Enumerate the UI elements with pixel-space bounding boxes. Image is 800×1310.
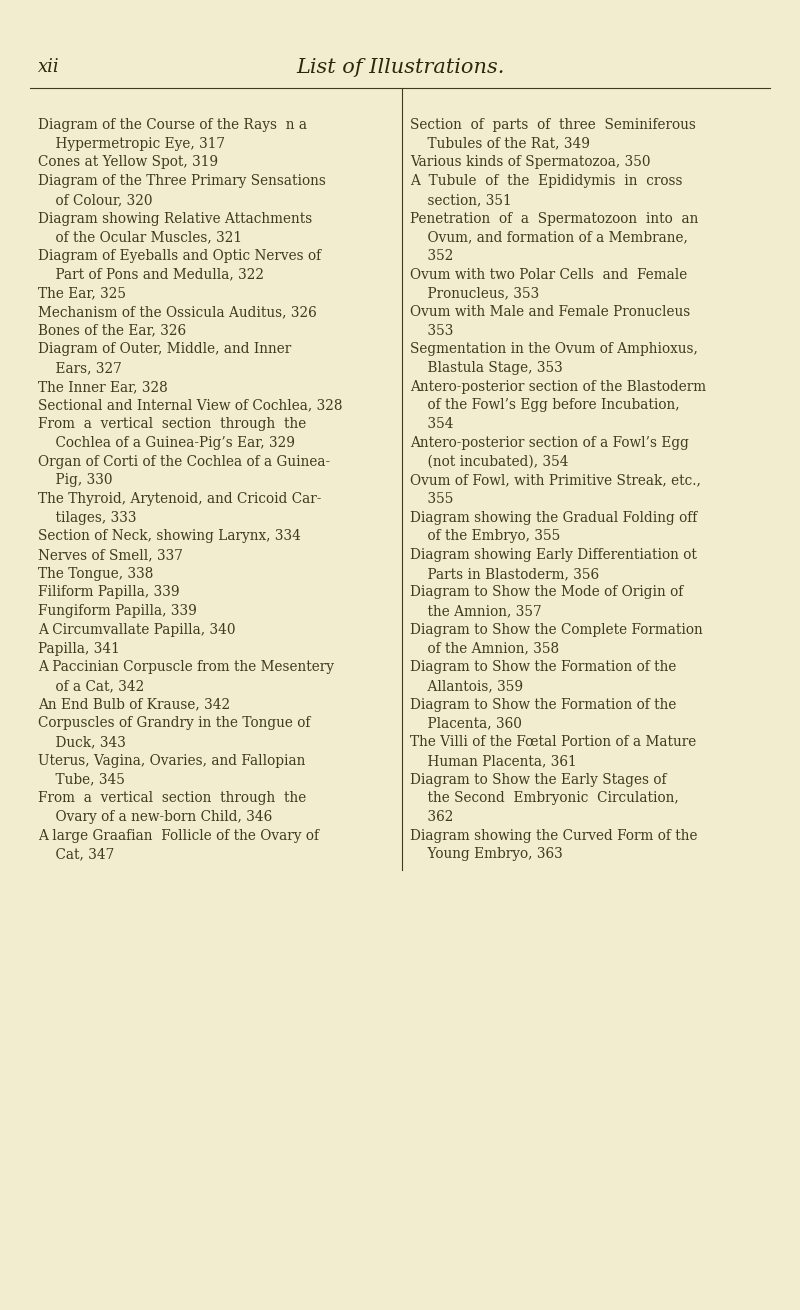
Text: Diagram to Show the Formation of the: Diagram to Show the Formation of the: [410, 698, 676, 711]
Text: Young Embryo, 363: Young Embryo, 363: [410, 848, 562, 861]
Text: Placenta, 360: Placenta, 360: [410, 717, 522, 731]
Text: Diagram to Show the Formation of the: Diagram to Show the Formation of the: [410, 660, 676, 675]
Text: Diagram of the Course of the Rays  n a: Diagram of the Course of the Rays n a: [38, 118, 307, 132]
Text: of the Fowl’s Egg before Incubation,: of the Fowl’s Egg before Incubation,: [410, 398, 680, 413]
Text: of the Embryo, 355: of the Embryo, 355: [410, 529, 560, 544]
Text: Diagram showing Relative Attachments: Diagram showing Relative Attachments: [38, 211, 312, 225]
Text: (not incubated), 354: (not incubated), 354: [410, 455, 569, 469]
Text: Diagram showing the Curved Form of the: Diagram showing the Curved Form of the: [410, 829, 698, 842]
Text: Human Placenta, 361: Human Placenta, 361: [410, 753, 577, 768]
Text: A  Tubule  of  the  Epididymis  in  cross: A Tubule of the Epididymis in cross: [410, 174, 682, 189]
Text: Duck, 343: Duck, 343: [38, 735, 126, 749]
Text: Section of Neck, showing Larynx, 334: Section of Neck, showing Larynx, 334: [38, 529, 301, 544]
Text: The Inner Ear, 328: The Inner Ear, 328: [38, 380, 168, 394]
Text: 353: 353: [410, 324, 454, 338]
Text: A Circumvallate Papilla, 340: A Circumvallate Papilla, 340: [38, 622, 235, 637]
Text: Uterus, Vagina, Ovaries, and Fallopian: Uterus, Vagina, Ovaries, and Fallopian: [38, 753, 306, 768]
Text: Papilla, 341: Papilla, 341: [38, 642, 120, 655]
Text: From  a  vertical  section  through  the: From a vertical section through the: [38, 791, 306, 806]
Text: of the Amnion, 358: of the Amnion, 358: [410, 642, 559, 655]
Text: The Ear, 325: The Ear, 325: [38, 287, 126, 300]
Text: Ears, 327: Ears, 327: [38, 362, 122, 375]
Text: Diagram showing Early Differentiation ot: Diagram showing Early Differentiation ot: [410, 548, 697, 562]
Text: Cat, 347: Cat, 347: [38, 848, 114, 861]
Text: Tube, 345: Tube, 345: [38, 773, 125, 786]
Text: Blastula Stage, 353: Blastula Stage, 353: [410, 362, 562, 375]
Text: section, 351: section, 351: [410, 193, 512, 207]
Text: Nerves of Smell, 337: Nerves of Smell, 337: [38, 548, 183, 562]
Text: Organ of Corti of the Cochlea of a Guinea-: Organ of Corti of the Cochlea of a Guine…: [38, 455, 330, 469]
Text: Ovum with Male and Female Pronucleus: Ovum with Male and Female Pronucleus: [410, 305, 690, 320]
Text: The Tongue, 338: The Tongue, 338: [38, 567, 154, 580]
Text: Section  of  parts  of  three  Seminiferous: Section of parts of three Seminiferous: [410, 118, 696, 132]
Text: Cochlea of a Guinea-Pig’s Ear, 329: Cochlea of a Guinea-Pig’s Ear, 329: [38, 436, 295, 449]
Text: Ovum, and formation of a Membrane,: Ovum, and formation of a Membrane,: [410, 231, 688, 244]
Text: A Paccinian Corpuscle from the Mesentery: A Paccinian Corpuscle from the Mesentery: [38, 660, 334, 675]
Text: Fungiform Papilla, 339: Fungiform Papilla, 339: [38, 604, 197, 618]
Text: Diagram showing the Gradual Folding off: Diagram showing the Gradual Folding off: [410, 511, 698, 525]
Text: Pig, 330: Pig, 330: [38, 473, 113, 487]
Text: Diagram of Outer, Middle, and Inner: Diagram of Outer, Middle, and Inner: [38, 342, 291, 356]
Text: List of Illustrations.: List of Illustrations.: [296, 58, 504, 77]
Text: xii: xii: [38, 58, 60, 76]
Text: Part of Pons and Medulla, 322: Part of Pons and Medulla, 322: [38, 267, 264, 282]
Text: 362: 362: [410, 810, 454, 824]
Text: the Second  Embryonic  Circulation,: the Second Embryonic Circulation,: [410, 791, 678, 806]
Text: Antero-posterior section of a Fowl’s Egg: Antero-posterior section of a Fowl’s Egg: [410, 436, 689, 449]
Text: Diagram to Show the Early Stages of: Diagram to Show the Early Stages of: [410, 773, 666, 786]
Text: of the Ocular Muscles, 321: of the Ocular Muscles, 321: [38, 231, 242, 244]
Text: Various kinds of Spermatozoa, 350: Various kinds of Spermatozoa, 350: [410, 156, 650, 169]
Text: Corpuscles of Grandry in the Tongue of: Corpuscles of Grandry in the Tongue of: [38, 717, 310, 731]
Text: Hypermetropic Eye, 317: Hypermetropic Eye, 317: [38, 136, 225, 151]
Text: An End Bulb of Krause, 342: An End Bulb of Krause, 342: [38, 698, 230, 711]
Text: Diagram of Eyeballs and Optic Nerves of: Diagram of Eyeballs and Optic Nerves of: [38, 249, 321, 263]
Text: 355: 355: [410, 493, 454, 506]
Text: Ovary of a new-born Child, 346: Ovary of a new-born Child, 346: [38, 810, 272, 824]
Text: Diagram to Show the Complete Formation: Diagram to Show the Complete Formation: [410, 622, 702, 637]
Text: The Thyroid, Arytenoid, and Cricoid Car-: The Thyroid, Arytenoid, and Cricoid Car-: [38, 493, 322, 506]
Text: Bones of the Ear, 326: Bones of the Ear, 326: [38, 324, 186, 338]
Text: tilages, 333: tilages, 333: [38, 511, 137, 525]
Text: Diagram to Show the Mode of Origin of: Diagram to Show the Mode of Origin of: [410, 586, 683, 600]
Text: Mechanism of the Ossicula Auditus, 326: Mechanism of the Ossicula Auditus, 326: [38, 305, 317, 320]
Text: A large Graafian  Follicle of the Ovary of: A large Graafian Follicle of the Ovary o…: [38, 829, 319, 842]
Text: 354: 354: [410, 417, 454, 431]
Text: Sectional and Internal View of Cochlea, 328: Sectional and Internal View of Cochlea, …: [38, 398, 342, 413]
Text: From  a  vertical  section  through  the: From a vertical section through the: [38, 417, 306, 431]
Text: Penetration  of  a  Spermatozoon  into  an: Penetration of a Spermatozoon into an: [410, 211, 698, 225]
Text: Ovum with two Polar Cells  and  Female: Ovum with two Polar Cells and Female: [410, 267, 687, 282]
Text: The Villi of the Fœtal Portion of a Mature: The Villi of the Fœtal Portion of a Matu…: [410, 735, 696, 749]
Text: Filiform Papilla, 339: Filiform Papilla, 339: [38, 586, 180, 600]
Text: Antero-posterior section of the Blastoderm: Antero-posterior section of the Blastode…: [410, 380, 706, 394]
Text: Cones at Yellow Spot, 319: Cones at Yellow Spot, 319: [38, 156, 218, 169]
Text: Tubules of the Rat, 349: Tubules of the Rat, 349: [410, 136, 590, 151]
Text: of a Cat, 342: of a Cat, 342: [38, 679, 144, 693]
Text: of Colour, 320: of Colour, 320: [38, 193, 153, 207]
Text: Diagram of the Three Primary Sensations: Diagram of the Three Primary Sensations: [38, 174, 326, 189]
Text: 352: 352: [410, 249, 454, 263]
Text: Parts in Blastoderm, 356: Parts in Blastoderm, 356: [410, 567, 599, 580]
Text: Allantois, 359: Allantois, 359: [410, 679, 523, 693]
Text: Segmentation in the Ovum of Amphioxus,: Segmentation in the Ovum of Amphioxus,: [410, 342, 698, 356]
Text: Ovum of Fowl, with Primitive Streak, etc.,: Ovum of Fowl, with Primitive Streak, etc…: [410, 473, 701, 487]
Text: Pronucleus, 353: Pronucleus, 353: [410, 287, 539, 300]
Text: the Amnion, 357: the Amnion, 357: [410, 604, 542, 618]
